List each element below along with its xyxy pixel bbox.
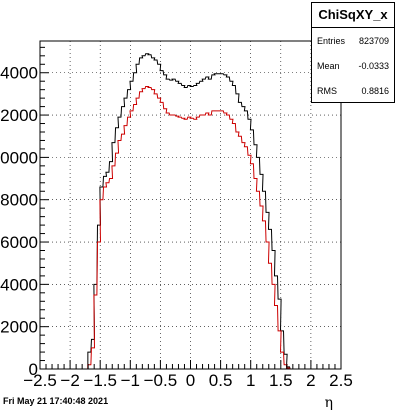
x-tick-label: −1 bbox=[121, 371, 140, 390]
histogram-series bbox=[40, 53, 341, 370]
stats-title: ChiSqXY_x bbox=[312, 3, 394, 28]
x-tick-label: −2.5 bbox=[23, 371, 57, 390]
x-tick-label: −1.5 bbox=[83, 371, 117, 390]
stats-row-rms: RMS 0.8816 bbox=[312, 78, 394, 103]
datestamp: Fri May 21 17:40:48 2021 bbox=[3, 396, 109, 406]
x-tick-label: −2 bbox=[60, 371, 79, 390]
stats-row-entries: Entries 823709 bbox=[312, 28, 394, 53]
x-axis-title: η bbox=[325, 395, 333, 410]
x-tick-label: 2.5 bbox=[329, 371, 353, 390]
y-tick-label: 8000 bbox=[0, 191, 38, 210]
stats-mean-label: Mean bbox=[317, 61, 340, 71]
x-tick-label: −0.5 bbox=[144, 371, 178, 390]
stats-rms-value: 0.8816 bbox=[361, 86, 389, 96]
x-tick-label: 0.5 bbox=[209, 371, 233, 390]
y-axis: 0 2000 4000 6000 8000 10000 12000 14000 bbox=[0, 46, 49, 379]
x-axis: −2.5 −2 −1.5 −1 −0.5 0 0.5 1 1.5 2 2.5 bbox=[23, 360, 353, 390]
stats-rms-label: RMS bbox=[317, 86, 337, 96]
stats-entries-value: 823709 bbox=[358, 36, 389, 46]
x-tick-label: 0 bbox=[186, 371, 195, 390]
y-tick-label: 6000 bbox=[0, 233, 38, 252]
y-tick-label: 10000 bbox=[0, 148, 38, 167]
stats-box: ChiSqXY_x Entries 823709 Mean -0.0333 RM… bbox=[311, 2, 395, 103]
y-tick-label: 4000 bbox=[0, 275, 38, 294]
y-tick-label: 14000 bbox=[0, 64, 38, 83]
y-tick-label: 2000 bbox=[0, 318, 38, 337]
y-tick-label: 12000 bbox=[0, 106, 38, 125]
stats-mean-value: -0.0333 bbox=[358, 61, 389, 71]
x-tick-label: 1 bbox=[246, 371, 255, 390]
y-tick-label: 0 bbox=[29, 360, 38, 379]
stats-row-mean: Mean -0.0333 bbox=[312, 53, 394, 78]
x-tick-label: 1.5 bbox=[269, 371, 293, 390]
grid-lines bbox=[40, 41, 341, 369]
stats-entries-label: Entries bbox=[317, 36, 346, 46]
x-tick-label: 2 bbox=[306, 371, 315, 390]
histogram-series-black bbox=[40, 53, 341, 370]
histogram-series-red bbox=[40, 86, 341, 370]
